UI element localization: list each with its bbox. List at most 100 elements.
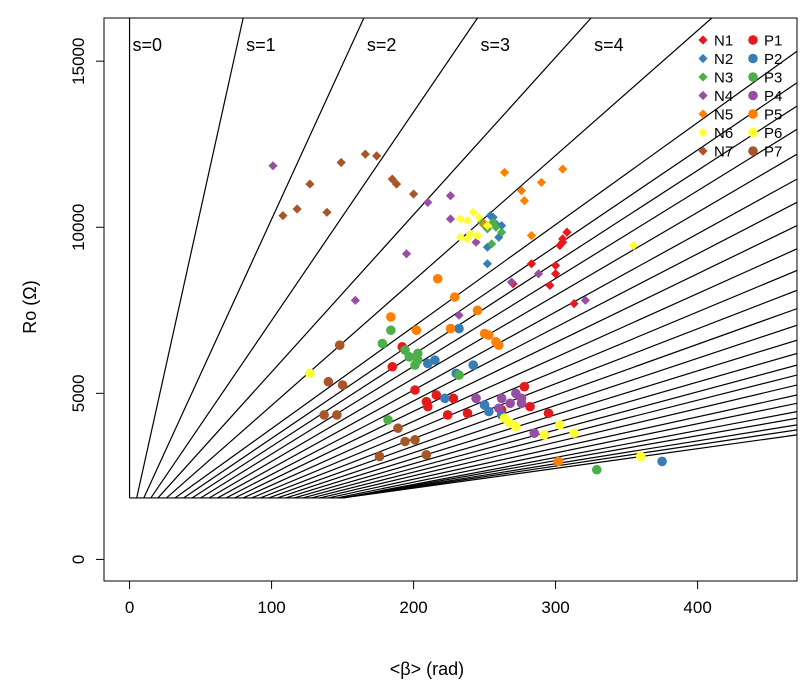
x-tick-label: 100 <box>257 598 285 617</box>
legend-label-p4: P4 <box>764 88 782 105</box>
legend-label-p2: P2 <box>764 51 782 68</box>
reference-line <box>208 153 797 499</box>
reference-line <box>150 18 478 499</box>
n5-point <box>516 186 527 196</box>
n7-point <box>372 151 382 161</box>
p3-point <box>413 348 423 359</box>
legend-marker-p2 <box>748 53 758 64</box>
legend-label-n5: N5 <box>714 107 733 124</box>
p1-point <box>387 361 398 372</box>
p3-point <box>386 325 396 336</box>
n4-point <box>445 214 456 224</box>
axes: 0 100 200 300 400 0 5000 10000 15000 <box>69 17 798 617</box>
p4-point <box>516 393 527 404</box>
p7-point <box>400 436 410 447</box>
reference-lines <box>128 18 797 499</box>
n7-point <box>360 149 370 159</box>
legend-marker-p4 <box>748 90 758 101</box>
p3-point <box>404 351 415 362</box>
x-tick-label: 300 <box>541 598 569 617</box>
n7-point <box>322 207 332 217</box>
p5-point <box>445 323 456 334</box>
s-label: s=4 <box>594 35 624 55</box>
p1-point <box>543 408 554 419</box>
y-tick-label: 0 <box>69 555 88 564</box>
p5-point <box>432 273 443 284</box>
n3-point <box>497 227 507 237</box>
reference-line <box>225 201 797 499</box>
p3-point <box>454 370 464 380</box>
p4-point <box>471 393 481 404</box>
reference-line <box>302 364 797 499</box>
p6-point <box>305 368 315 379</box>
p7-point <box>374 451 385 462</box>
n2-point <box>494 232 504 242</box>
p1-point <box>525 401 535 412</box>
p7-point <box>319 410 329 420</box>
p2-point <box>484 406 494 417</box>
s-label: s=1 <box>246 35 276 55</box>
legend-marker-n3 <box>698 72 708 82</box>
x-tick-label: 400 <box>683 598 711 617</box>
n6-point <box>462 216 473 226</box>
reference-line <box>277 324 797 499</box>
reference-line <box>157 18 592 499</box>
reference-line <box>217 178 797 499</box>
n6-point <box>468 207 478 217</box>
n6-point <box>455 214 466 224</box>
n7-point <box>387 174 397 184</box>
p1-point <box>462 408 473 419</box>
p3-point <box>591 464 602 475</box>
p1-point <box>410 385 420 395</box>
p5-point <box>553 456 564 467</box>
p3-point <box>377 338 388 349</box>
s-label: s=0 <box>133 35 163 55</box>
s-label: s=3 <box>480 35 510 55</box>
reference-line <box>311 374 797 499</box>
n5-point <box>499 167 510 178</box>
n6-point <box>455 232 466 242</box>
reference-line <box>136 18 244 499</box>
series-p4 <box>471 388 540 438</box>
n6-point <box>629 240 639 251</box>
legend-marker-n6 <box>698 127 708 138</box>
reference-line <box>342 411 797 499</box>
p1-point <box>442 410 453 420</box>
reference-line <box>319 384 797 499</box>
series-p3 <box>377 325 602 475</box>
reference-line <box>328 394 797 499</box>
n7-point <box>305 179 315 189</box>
n6-point <box>482 220 493 231</box>
x-tick-label: 0 <box>125 598 134 617</box>
n2-point <box>482 259 493 269</box>
p7-point <box>332 410 342 420</box>
s-label: s=2 <box>367 35 397 55</box>
p7-point <box>410 435 420 445</box>
reference-line <box>342 424 797 499</box>
p6-point <box>635 451 646 462</box>
series-p7 <box>319 340 432 462</box>
reference-line <box>143 18 365 499</box>
legend-label-n7: N7 <box>714 144 733 161</box>
legend-label-p7: P7 <box>764 144 782 161</box>
p3-point <box>413 355 423 365</box>
p7-point <box>393 423 403 434</box>
n4-point <box>350 295 360 305</box>
y-tick-label: 15000 <box>69 38 88 85</box>
n7-point <box>278 211 288 221</box>
n2-point <box>497 220 507 231</box>
reference-line <box>342 417 797 499</box>
n5-point <box>519 196 529 206</box>
n5-point <box>526 230 537 241</box>
legend-label-n6: N6 <box>714 125 733 142</box>
p2-point <box>468 360 479 370</box>
p2-point <box>657 456 667 467</box>
p5-point <box>484 330 494 341</box>
series-n1 <box>508 227 579 309</box>
n1-point <box>558 234 568 244</box>
reference-line <box>242 248 797 499</box>
legend-label-p6: P6 <box>764 125 782 142</box>
y-tick-label: 10000 <box>69 204 88 251</box>
